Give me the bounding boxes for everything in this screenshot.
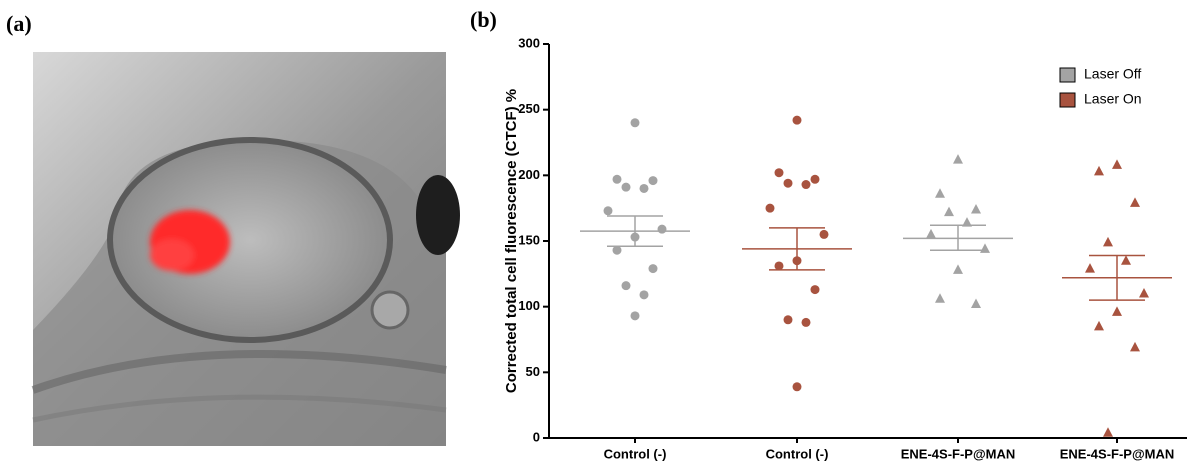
legend-label: Laser Off (1084, 66, 1141, 82)
legend-swatch (1059, 92, 1076, 108)
y-tick-label: 200 (518, 167, 540, 182)
panel-label: (b) (470, 7, 497, 32)
point (630, 118, 640, 128)
point (621, 182, 631, 192)
x-tick-label: ENE-4S-F-P@MAN (1060, 446, 1175, 461)
point (774, 261, 784, 271)
point (1130, 197, 1140, 207)
legend-swatch (1059, 67, 1076, 83)
point (612, 174, 622, 184)
x-tick-label: Control (-) (604, 446, 667, 461)
point (639, 290, 649, 300)
legend-label: Laser On (1084, 91, 1142, 107)
point (953, 264, 963, 274)
point (648, 264, 658, 274)
point (944, 206, 954, 217)
point (792, 382, 802, 392)
point (935, 188, 945, 198)
point (603, 206, 613, 216)
point (1103, 427, 1113, 437)
point (953, 154, 963, 164)
point (810, 174, 820, 184)
y-tick-label: 150 (518, 232, 540, 247)
y-axis-label: Corrected total cell fluorescence (CTCF)… (503, 89, 520, 393)
point (1112, 159, 1122, 169)
point (819, 229, 829, 239)
point (801, 180, 811, 190)
point (1130, 341, 1140, 352)
point (971, 298, 981, 309)
point (1121, 255, 1131, 265)
point (810, 285, 820, 295)
y-tick-label: 0 (533, 429, 540, 444)
point (657, 224, 667, 234)
point (1094, 320, 1104, 331)
x-tick-label: Control (-) (766, 446, 829, 461)
y-tick-label: 250 (518, 101, 540, 116)
y-tick-label: 300 (518, 35, 540, 50)
point (935, 293, 945, 303)
point (962, 217, 972, 227)
point (783, 178, 793, 188)
point (801, 317, 811, 327)
point (630, 311, 640, 321)
point (792, 115, 802, 125)
point (971, 203, 981, 214)
point (648, 176, 658, 186)
point (1139, 288, 1149, 298)
point (980, 243, 990, 253)
point (926, 228, 936, 239)
point (1094, 165, 1104, 176)
y-tick-label: 50 (526, 364, 540, 379)
point (783, 315, 793, 325)
point (1112, 306, 1122, 316)
micrograph (31, 52, 460, 446)
panel-label: (a) (6, 11, 32, 36)
point (621, 281, 631, 291)
point (1085, 263, 1095, 273)
point (612, 245, 622, 255)
y-tick-label: 100 (518, 298, 540, 313)
point (1103, 236, 1113, 247)
point (639, 183, 649, 193)
point (765, 203, 775, 213)
point (774, 168, 784, 178)
x-tick-label: ENE-4S-F-P@MAN (901, 446, 1016, 461)
